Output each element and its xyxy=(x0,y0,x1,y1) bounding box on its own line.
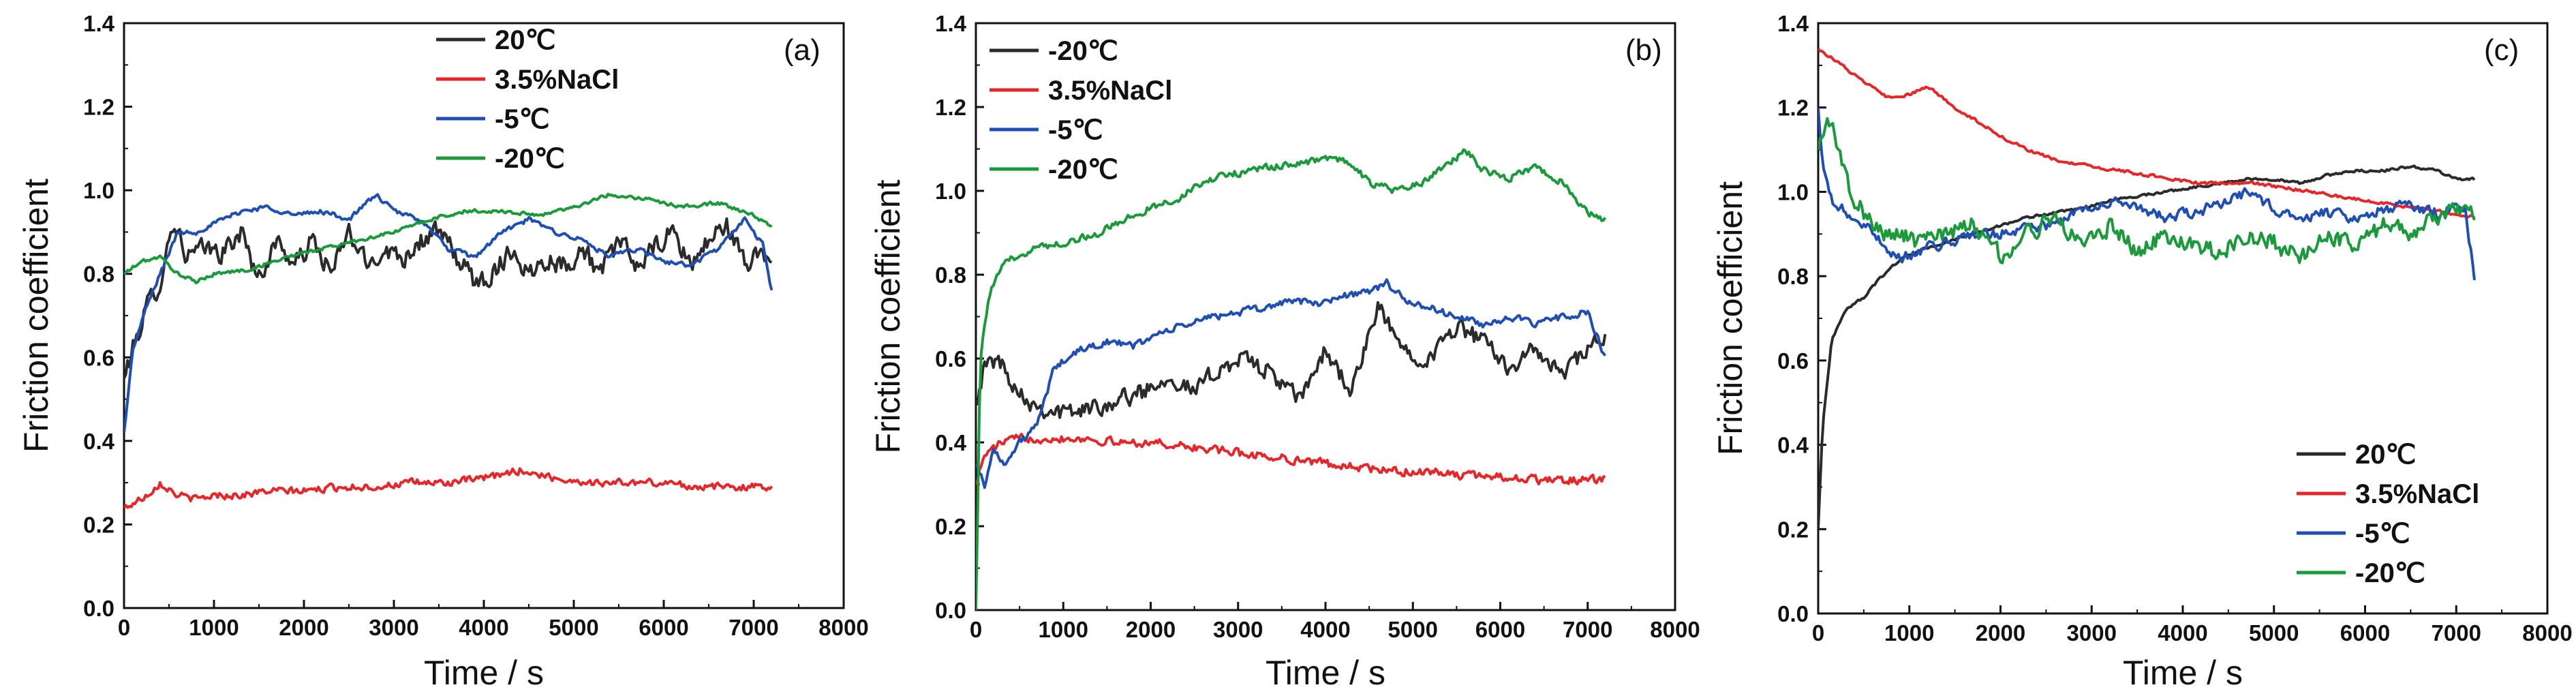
series-line-3 xyxy=(124,192,773,285)
legend-label: -5℃ xyxy=(495,104,550,134)
x-tick-label: 8000 xyxy=(818,615,868,640)
series-line-1 xyxy=(1818,47,2476,219)
y-tick-label: 0.6 xyxy=(1777,348,1809,374)
y-tick-label: 1.4 xyxy=(935,11,967,36)
x-tick-label: 1000 xyxy=(1884,620,1934,646)
y-axis-title: Friction coefficient xyxy=(1711,181,1749,455)
x-tick-label: 4000 xyxy=(1300,617,1350,642)
legend-label: -20℃ xyxy=(495,144,565,174)
x-tick-label: 0 xyxy=(118,615,130,640)
series-line-2 xyxy=(1818,107,2476,281)
y-tick-label: 0.0 xyxy=(1777,601,1809,626)
series-line-2 xyxy=(124,193,773,433)
x-axis-title: Time / s xyxy=(424,654,544,692)
x-tick-label: 4000 xyxy=(2158,620,2207,646)
y-tick-label: 0.8 xyxy=(935,262,966,288)
x-tick-label: 2000 xyxy=(1126,617,1176,642)
legend-label: 3.5%NaCl xyxy=(1048,76,1172,106)
x-tick-label: 2000 xyxy=(1976,620,2025,646)
y-tick-label: 0.6 xyxy=(935,346,966,371)
legend-label: -20℃ xyxy=(2355,558,2425,588)
x-tick-label: 7000 xyxy=(1563,617,1612,642)
plot-frame xyxy=(123,22,845,609)
x-tick-label: 3000 xyxy=(1213,617,1263,642)
x-tick-label: 1000 xyxy=(1039,617,1088,642)
legend-label: -5℃ xyxy=(1048,115,1103,145)
legend-label: 3.5%NaCl xyxy=(495,65,619,95)
series-line-1 xyxy=(124,467,773,509)
series-line-0 xyxy=(976,301,1607,420)
x-tick-label: 6000 xyxy=(1475,617,1525,642)
x-tick-label: 6000 xyxy=(639,615,688,640)
x-axis-title: Time / s xyxy=(1266,654,1385,692)
y-tick-label: 0.0 xyxy=(935,598,966,623)
y-tick-label: 0.4 xyxy=(935,430,967,455)
series-line-0 xyxy=(124,217,773,379)
x-tick-label: 6000 xyxy=(2340,620,2390,646)
y-tick-label: 0.8 xyxy=(83,262,114,287)
y-tick-label: 1.2 xyxy=(935,95,966,120)
y-tick-label: 1.0 xyxy=(935,179,966,204)
panel-label: (a) xyxy=(784,33,821,67)
panel-label: (c) xyxy=(2484,33,2519,67)
series-line-3 xyxy=(976,148,1607,610)
plot-frame xyxy=(975,22,1676,611)
x-tick-label: 2000 xyxy=(279,615,328,640)
y-tick-label: 0.0 xyxy=(83,596,114,621)
chart-panel-b: 0 1000 2000 3000 4000 5000 6000 7000 8000 0.0 0.2 0… xyxy=(869,11,1700,692)
y-tick-label: 0.2 xyxy=(935,514,966,539)
y-tick-label: 0.8 xyxy=(1777,264,1809,289)
x-tick-label: 0 xyxy=(970,617,982,642)
series-line-1 xyxy=(976,432,1606,486)
y-axis-title: Friction coefficient xyxy=(869,179,907,453)
legend: 20℃ 3.5%NaCl -5℃ -20℃ xyxy=(436,25,619,174)
x-tick-label: 0 xyxy=(1812,620,1824,646)
chart-panel-c: 0 1000 2000 3000 4000 5000 6000 7000 8000 0.0 0.2 0… xyxy=(1711,11,2573,692)
x-tick-label: 3000 xyxy=(2067,620,2117,646)
y-tick-label: 0.2 xyxy=(83,512,114,537)
panel-label: (b) xyxy=(1625,33,1662,67)
y-tick-label: 1.4 xyxy=(83,11,115,36)
series-line-2 xyxy=(976,278,1607,489)
y-tick-label: 0.4 xyxy=(83,429,115,454)
y-tick-label: 1.0 xyxy=(83,178,114,203)
y-tick-label: 1.0 xyxy=(1777,179,1809,204)
legend-label: 20℃ xyxy=(2355,440,2416,470)
x-tick-label: 8000 xyxy=(1650,617,1700,642)
x-tick-label: 5000 xyxy=(2249,620,2299,646)
y-tick-label: 0.2 xyxy=(1777,517,1809,542)
x-tick-label: 4000 xyxy=(459,615,508,640)
x-tick-label: 7000 xyxy=(2432,620,2481,646)
series-line-0 xyxy=(1818,164,2476,530)
x-axis-title: Time / s xyxy=(2123,654,2243,692)
x-tick-label: 7000 xyxy=(729,615,778,640)
y-tick-label: 0.4 xyxy=(1777,433,1809,458)
legend-label: -20℃ xyxy=(1048,36,1118,66)
legend: -20℃ 3.5%NaCl -5℃ -20℃ xyxy=(990,36,1172,185)
y-tick-label: 1.2 xyxy=(1777,95,1809,121)
plot-frame xyxy=(1817,22,2549,615)
x-tick-label: 8000 xyxy=(2522,620,2572,646)
x-tick-label: 3000 xyxy=(369,615,418,640)
legend: 20℃ 3.5%NaCl -5℃ -20℃ xyxy=(2297,440,2479,588)
x-tick-label: 5000 xyxy=(549,615,598,640)
x-tick-label: 1000 xyxy=(189,615,239,640)
series-line-3 xyxy=(1818,117,2476,264)
legend-label: -20℃ xyxy=(1048,155,1118,185)
y-tick-label: 0.6 xyxy=(83,345,114,370)
y-axis-title: Friction coefficient xyxy=(17,179,55,453)
legend-label: -5℃ xyxy=(2355,519,2410,549)
y-tick-label: 1.2 xyxy=(83,95,114,120)
legend-label: 3.5%NaCl xyxy=(2355,479,2479,509)
y-tick-label: 1.4 xyxy=(1777,11,1809,36)
chart-panel-a: 0 1000 2000 3000 4000 5000 6000 7000 8000 0.0 0.2 0… xyxy=(17,11,869,692)
legend-label: 20℃ xyxy=(495,25,555,55)
x-tick-label: 5000 xyxy=(1388,617,1438,642)
